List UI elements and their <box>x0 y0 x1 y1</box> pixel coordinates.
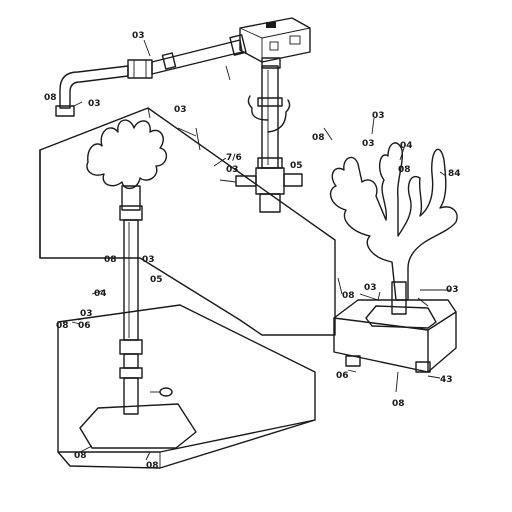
label-planter-foot: 43 <box>440 375 453 385</box>
label-arrow-b: 03 <box>80 309 93 319</box>
label-tree-c: 03 <box>362 139 375 149</box>
label-stem-c: 05 <box>150 275 163 285</box>
label-arrow-a: 04 <box>94 289 107 299</box>
inlet-fitting <box>55 105 75 117</box>
label-tree-f: 84 <box>448 169 461 179</box>
label-left-inlet-b: 03 <box>88 99 101 109</box>
label-mid-tee-a: 7/6 <box>226 153 242 163</box>
label-left-inlet-a: 08 <box>44 93 57 103</box>
label-mid-tee-c: 05 <box>290 161 303 171</box>
label-planter-right: 03 <box>446 285 459 295</box>
label-panel-top: 03 <box>174 105 187 115</box>
label-planter-bottom: 08 <box>392 399 405 409</box>
supply-pipe <box>55 34 247 117</box>
label-stem-b: 03 <box>142 255 155 265</box>
lower-base-slab <box>57 304 316 469</box>
label-tree-a: 08 <box>312 133 325 143</box>
planter-box <box>333 299 457 373</box>
label-base-bottom-a: 08 <box>74 451 87 461</box>
label-planter-mid: 03 <box>364 283 377 293</box>
label-stem-a: 08 <box>104 255 117 265</box>
label-base-bottom-b: 08 <box>146 461 159 471</box>
vertical-pipe-mid <box>235 65 303 213</box>
pump-unit <box>239 17 311 69</box>
gravel-bed <box>79 403 197 449</box>
label-tree-e: 08 <box>398 165 411 175</box>
leader-lines <box>71 39 450 461</box>
label-planter-left: 06 <box>336 371 349 381</box>
left-coral-assembly <box>86 119 173 415</box>
label-mid-tee-b: 03 <box>226 165 239 175</box>
label-planter-arrow: 08 <box>342 291 355 301</box>
coral-tree <box>329 142 458 301</box>
left-coral-head <box>86 119 167 189</box>
label-base-left-a: 08 <box>56 321 69 331</box>
tee-fitting <box>255 167 285 195</box>
label-tree-d: 04 <box>400 141 413 151</box>
upper-panel <box>39 107 336 336</box>
label-pump-top: 03 <box>132 31 145 41</box>
label-tree-b: 03 <box>372 111 385 121</box>
pipe-coupler <box>127 59 153 79</box>
label-base-left-b: 06 <box>78 321 91 331</box>
right-coral-assembly <box>329 142 458 373</box>
callout-labels: 03 08 03 03 7/6 03 05 08 03 05 04 03 08 … <box>44 31 461 471</box>
